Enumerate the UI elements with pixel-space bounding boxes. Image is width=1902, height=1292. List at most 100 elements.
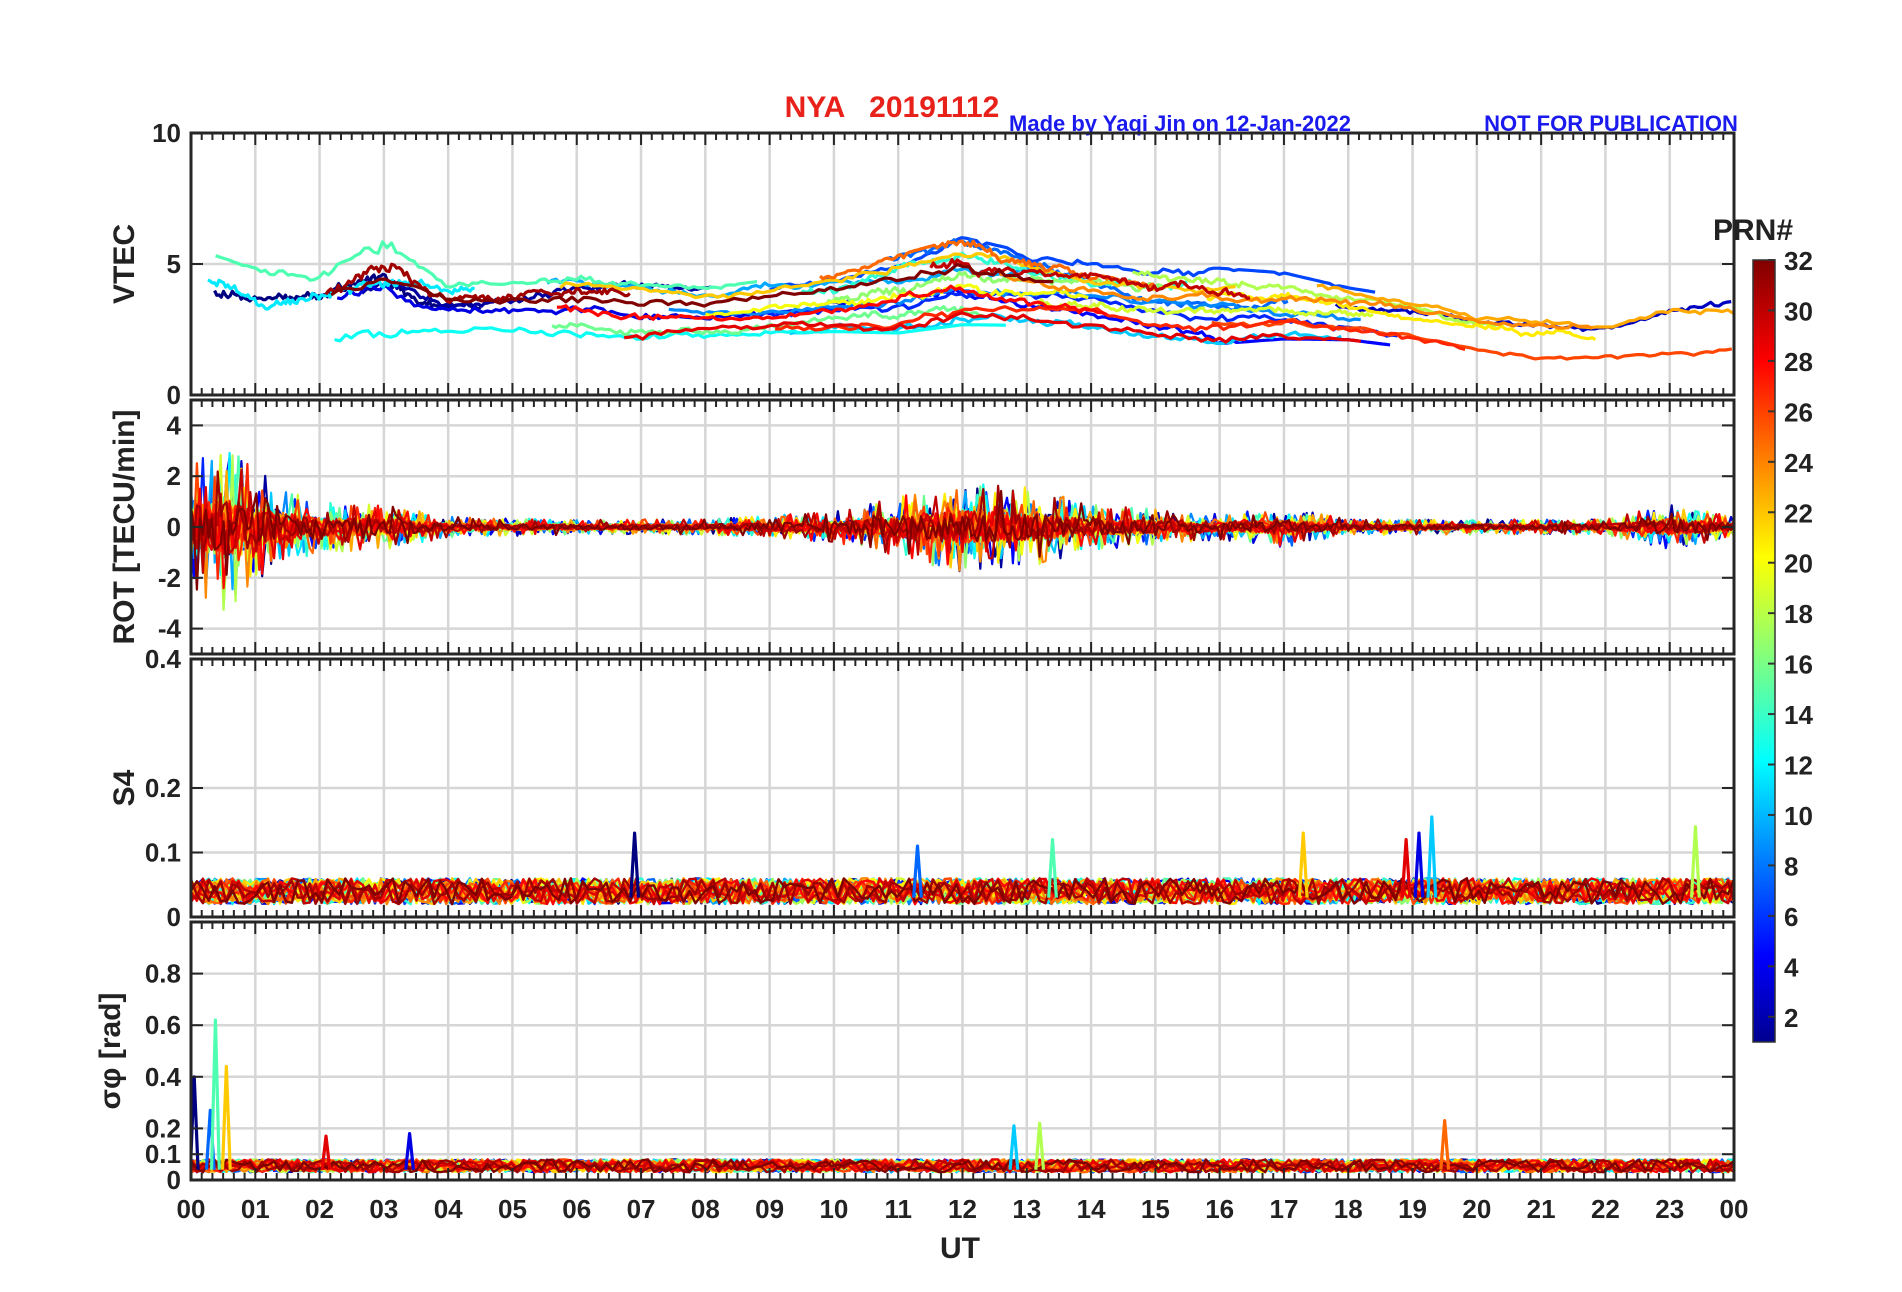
x-tick-label: 07 [627,1194,656,1224]
x-tick-label: 09 [755,1194,784,1224]
vtec-trace [330,262,1054,308]
panel-1: 0 5 10 VTEC [108,118,1736,410]
scint-trace [191,877,1734,906]
y-tick-label: 0 [167,512,181,542]
x-tick-label: 02 [305,1194,334,1224]
colorbar-tick-label: 12 [1784,751,1813,781]
peak-mark [1034,1121,1046,1170]
y-tick-label: 5 [167,249,181,279]
rot-trace [191,489,1734,591]
minor-ticks [190,658,1735,918]
vtec-trace [215,240,758,290]
vtec-trace [1206,291,1597,341]
panel-4: 00.10.2 0.4 0.6 0.8 σφ [rad] [94,920,1736,1195]
x-tick-label: 17 [1269,1194,1298,1224]
x-tick-label: 00 [177,1194,206,1224]
colorbar-tick-label: 30 [1784,296,1813,326]
y-tick-label: 0 [167,902,181,932]
grid-lines [191,659,1734,917]
y-tick-label: 10 [152,118,181,148]
y-tick-label: 0.4 [145,644,182,674]
peak-mark [1426,815,1438,898]
y-axis-label: ROT [TECU/min] [108,410,141,645]
y-tick-label: -2 [158,563,181,593]
x-tick-label: 21 [1527,1194,1556,1224]
peak-mark [912,844,923,898]
x-tick-labels: 00 01 02 03 04 05 06 07 08 09 10 11 12 13 14 15 16 17 18 19… [177,1194,1749,1224]
x-tick-label: 23 [1655,1194,1684,1224]
y-tick-label: 0 [167,380,181,410]
x-tick-label: 15 [1141,1194,1170,1224]
minor-ticks [190,400,1735,654]
peak-mark [1413,831,1425,898]
colorbar-tick-label: 32 [1784,246,1813,276]
peak-mark [320,1134,332,1170]
colorbar-tick-label: 4 [1784,952,1799,982]
peak-mark [629,831,641,898]
vtec-trace [999,272,1594,330]
colorbar-tick-label: 24 [1784,448,1813,478]
peak-mark [1008,1124,1020,1170]
minor-ticks [190,922,1735,1181]
y-tick-label: -4 [158,614,182,644]
peak-mark [209,1018,221,1170]
peak-mark [1297,831,1309,898]
vtec-trace [705,283,1089,318]
peak-mark [1439,1119,1451,1170]
colorbar-tick-label: 2 [1784,1003,1798,1033]
x-tick-label: 08 [691,1194,720,1224]
y-tick-label: 0 [167,1165,181,1195]
y-axis-label: S4 [108,769,141,806]
x-tick-label: 16 [1205,1194,1234,1224]
vtec-trace [1037,298,1374,318]
x-axis-label: UT [940,1232,980,1265]
traces [191,451,1734,612]
x-tick-label: 01 [241,1194,270,1224]
scint-trace [191,1158,1734,1174]
x-tick-label: 11 [884,1194,912,1224]
colorbar-tick-label: 28 [1784,347,1813,377]
traces [191,815,1734,906]
y-tick-label: 0.4 [145,1062,182,1092]
peak-mark [1047,838,1058,898]
panel-2: -4 -2 0 2 4 ROT [TECU/min] [108,398,1736,656]
y-tick-label: 4 [167,410,182,440]
x-tick-label: 05 [498,1194,527,1224]
x-tick-label: 18 [1334,1194,1363,1224]
peak-mark [404,1131,416,1170]
colorbar-tick-label: 6 [1784,902,1798,932]
x-tick-label: 13 [1012,1194,1041,1224]
y-tick-label: 0.2 [145,1113,181,1143]
x-tick-label: 14 [1077,1194,1106,1224]
colorbar-tick-label: 14 [1784,700,1813,730]
vtec-trace [556,284,1108,322]
colorbar [1752,259,1776,1043]
vtec-trace [624,311,1362,344]
x-tick-label: 20 [1462,1194,1491,1224]
traces [207,236,1734,361]
grid-lines [191,922,1734,1180]
colorbar-label: PRN# [1713,214,1793,247]
colorbar-tick-label: 8 [1784,851,1798,881]
x-tick-label: 03 [369,1194,398,1224]
x-tick-label: 22 [1591,1194,1620,1224]
y-tick-label: 2 [167,461,181,491]
scint-trace [191,877,1734,906]
chart-title: NYA 20191112 [785,91,1000,124]
colorbar-tick-label: 10 [1784,801,1813,831]
y-tick-label: 0.2 [145,773,181,803]
y-axis-label: VTEC [108,224,141,304]
colorbar-tick-label: 20 [1784,549,1813,579]
y-axis-label: σφ [rad] [94,993,127,1110]
x-tick-label: 19 [1398,1194,1427,1224]
vtec-trace [559,252,1236,300]
x-tick-label: 06 [562,1194,591,1224]
y-tick-label: 0.8 [145,959,181,989]
x-tick-label: 04 [434,1194,463,1224]
peak-mark [220,1064,232,1170]
x-tick-label: 12 [948,1194,977,1224]
colorbar-tick-label: 16 [1784,650,1813,680]
x-tick-label: 00 [1720,1194,1749,1224]
